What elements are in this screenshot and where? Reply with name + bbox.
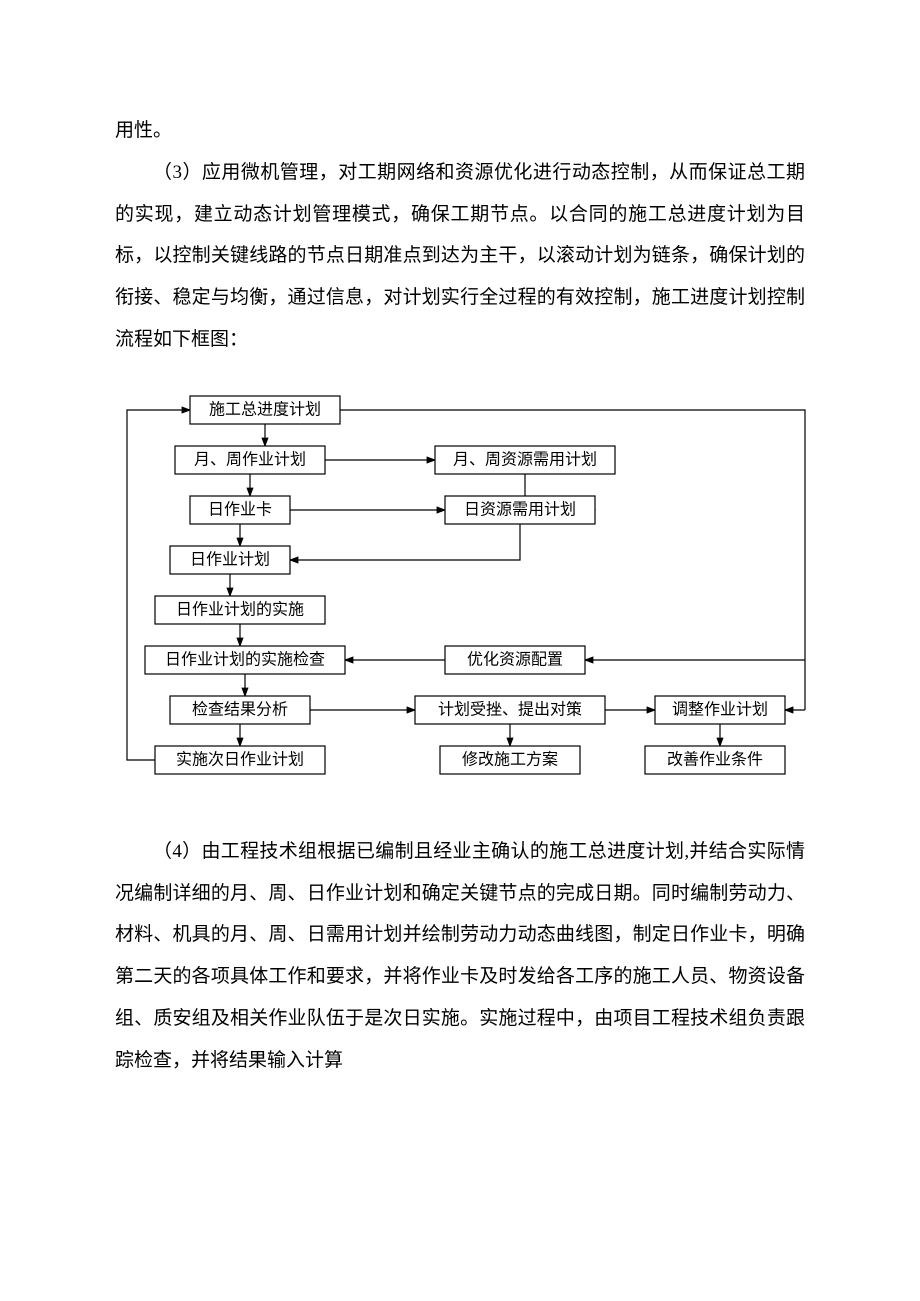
paragraph-3: （3）应用微机管理，对工期网络和资源优化进行动态控制，从而保证总工期的实现，建立… xyxy=(115,152,805,361)
flow-node-label-n15: 改善作业条件 xyxy=(667,750,763,768)
flow-node-label-n10: 检查结果分析 xyxy=(192,700,288,718)
flow-node-label-n5: 日资源需用计划 xyxy=(464,500,576,518)
flow-node-label-n12: 调整作业计划 xyxy=(672,700,768,718)
flow-node-label-n1: 施工总进度计划 xyxy=(209,400,321,418)
flow-node-label-n9: 优化资源配置 xyxy=(467,650,563,668)
flow-node-label-n3: 月、周资源需用计划 xyxy=(453,450,597,468)
flow-node-label-n6: 日作业计划 xyxy=(190,550,270,568)
flow-node-label-n8: 日作业计划的实施检查 xyxy=(165,650,325,668)
flow-node-label-n7: 日作业计划的实施 xyxy=(176,600,304,618)
flow-node-label-n2: 月、周作业计划 xyxy=(194,450,306,468)
flowchart-svg: 施工总进度计划月、周作业计划 月、周资源需用计划日作业卡 日资源需用计划日作业计划日… xyxy=(115,391,815,786)
flow-node-label-n13: 实施次日作业计划 xyxy=(176,750,304,768)
paragraph-4: （4）由工程技术组根据已编制且经业主确认的施工总进度计划,并结合实际情况编制详细… xyxy=(115,831,805,1082)
flow-node-label-n14: 修改施工方案 xyxy=(462,750,558,768)
flow-node-label-n4: 日作业卡 xyxy=(208,500,272,518)
flowchart-container: 施工总进度计划月、周作业计划 月、周资源需用计划日作业卡 日资源需用计划日作业计划日… xyxy=(115,391,805,791)
flow-node-label-n11: 计划受挫、提出对策 xyxy=(438,700,582,718)
paragraph-continuation: 用性。 xyxy=(115,110,805,152)
document-page: 用性。 （3）应用微机管理，对工期网络和资源优化进行动态控制，从而保证总工期的实… xyxy=(0,0,920,1142)
